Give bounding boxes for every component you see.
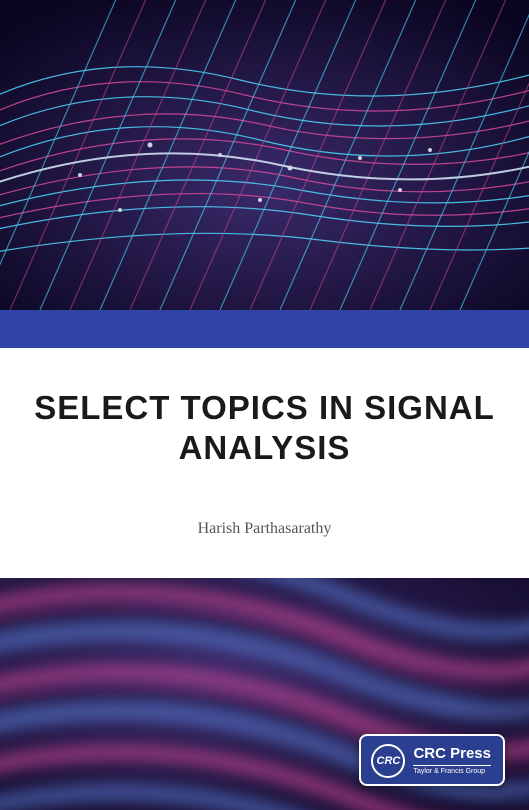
publisher-name: CRC Press: [413, 746, 491, 763]
publisher-tagline: Taylor & Francis Group: [413, 765, 491, 776]
crc-logo-text: CRC: [377, 755, 401, 767]
publisher-badge: CRC CRC Press Taylor & Francis Group: [359, 734, 505, 786]
book-title: SELECT TOPICS IN SIGNAL ANALYSIS: [30, 388, 499, 467]
crc-logo-icon: CRC: [371, 744, 405, 778]
publisher-text: CRC Press Taylor & Francis Group: [413, 746, 491, 775]
book-author: Harish Parthasarathy: [30, 520, 499, 538]
top-artwork: [0, 0, 529, 310]
accent-bar: [0, 310, 529, 348]
book-cover: SELECT TOPICS IN SIGNAL ANALYSIS Harish …: [0, 0, 529, 810]
title-panel: SELECT TOPICS IN SIGNAL ANALYSIS Harish …: [0, 348, 529, 578]
